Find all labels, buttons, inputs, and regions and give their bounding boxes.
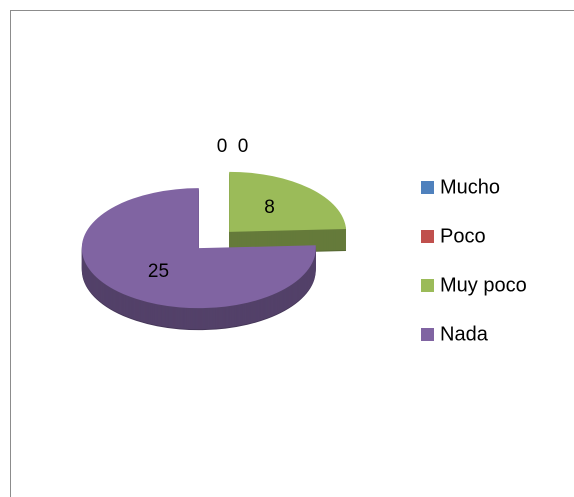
legend-swatch [421, 279, 434, 292]
legend-swatch [421, 181, 434, 194]
legend-label: Mucho [440, 176, 500, 198]
legend-swatch [421, 230, 434, 243]
data-label: 25 [148, 261, 169, 282]
data-label: 8 [264, 197, 275, 218]
pie-slice [229, 171, 347, 232]
data-label: 0 [217, 136, 228, 157]
data-label: 0 [238, 136, 249, 157]
legend-label: Muy poco [440, 274, 527, 296]
legend-swatch [421, 328, 434, 341]
legend-label: Nada [440, 323, 489, 345]
legend-label: Poco [440, 225, 486, 247]
pie-slice [81, 188, 316, 309]
